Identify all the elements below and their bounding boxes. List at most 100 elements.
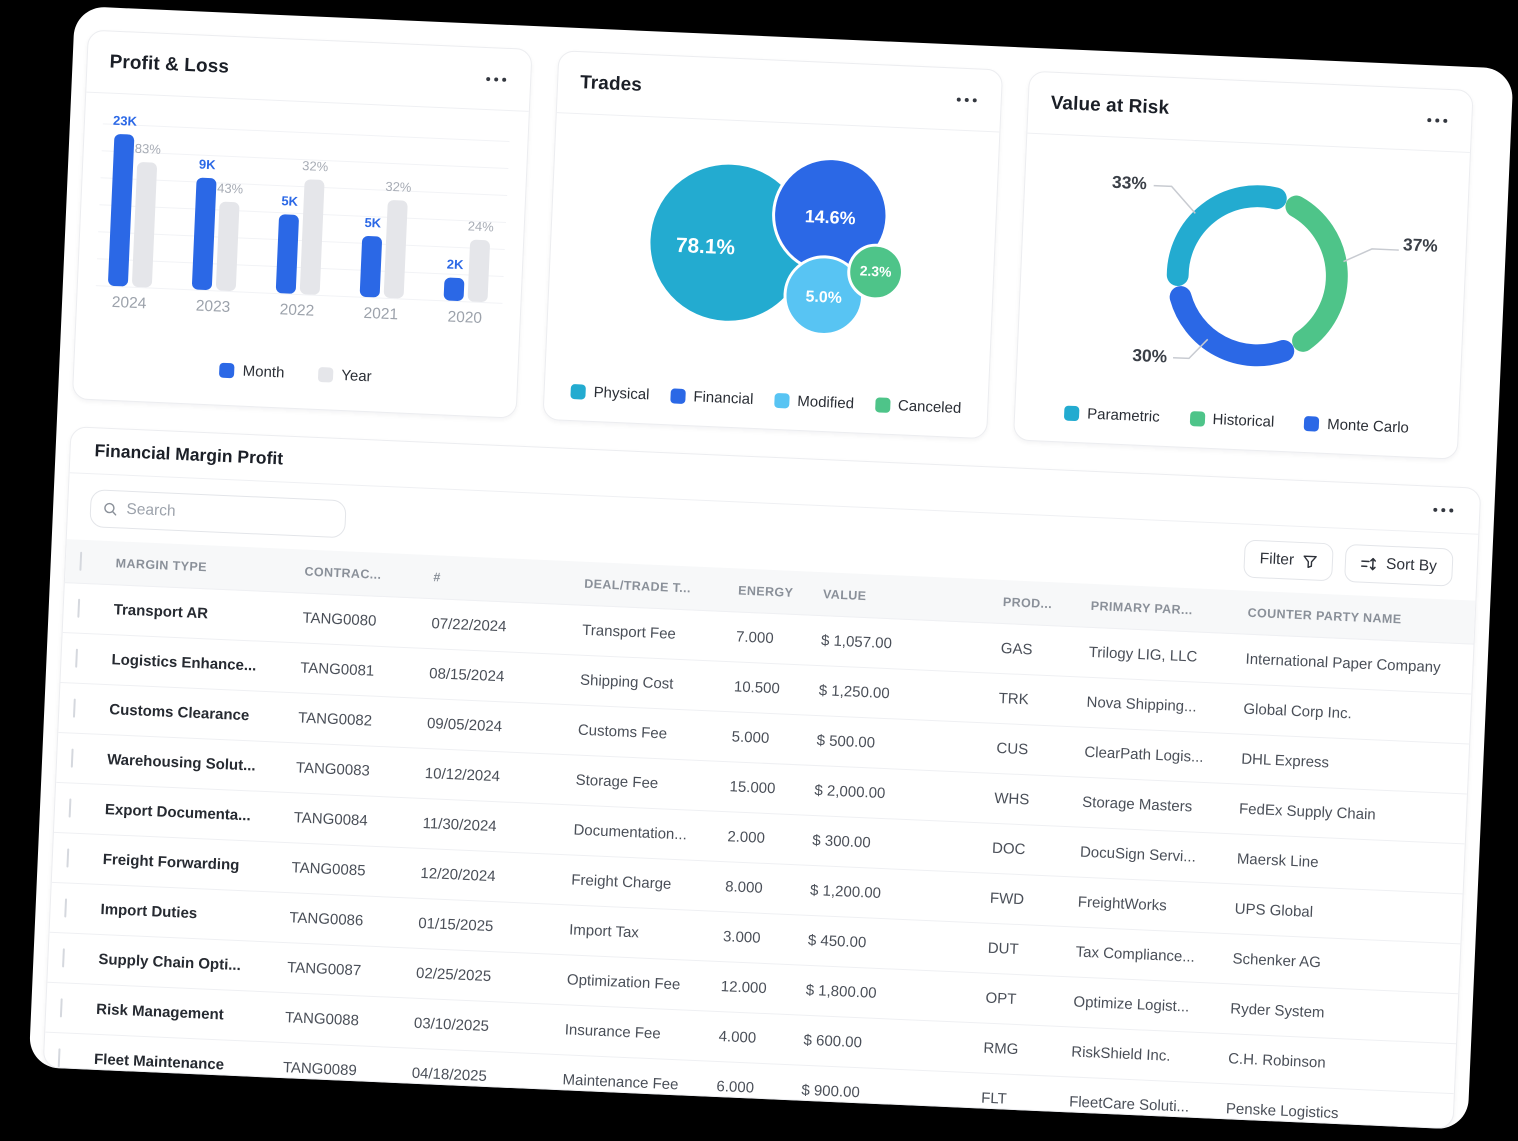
- cell-deal: Insurance Fee: [564, 1021, 661, 1043]
- cell-energy: 2.000: [727, 828, 766, 847]
- row-checkbox-cell: [48, 947, 93, 968]
- row-checkbox[interactable]: [57, 1047, 61, 1067]
- bar-month-2022: [275, 214, 300, 294]
- cell-energy: 10.500: [733, 678, 781, 698]
- cell-prod: GAS: [1000, 640, 1033, 659]
- cell-energy: 12.000: [720, 978, 768, 998]
- cell-margin_type: Import Duties: [100, 900, 198, 923]
- legend-label: Physical: [593, 383, 650, 404]
- bar-year-2020: [467, 239, 491, 303]
- row-checkbox[interactable]: [64, 897, 68, 917]
- x-axis-label: 2023: [195, 297, 231, 317]
- bar-year-2022: [299, 179, 325, 295]
- sort-button[interactable]: Sort By: [1344, 543, 1454, 587]
- cell-counter: UPS Global: [1234, 900, 1314, 921]
- cell-value: $ 1,057.00: [820, 632, 893, 653]
- cell-energy: 4.000: [718, 1028, 757, 1047]
- row-checkbox[interactable]: [75, 648, 78, 668]
- bar-year-2024: [131, 161, 158, 288]
- cell-margin_type: Supply Chain Opti...: [98, 950, 242, 975]
- cell-prod: RMG: [983, 1039, 1019, 1059]
- cell-deal: Import Tax: [568, 921, 640, 942]
- cell-primary: FreightWorks: [1077, 893, 1168, 915]
- cell-counter: FedEx Supply Chain: [1238, 800, 1377, 824]
- x-axis-label: 2020: [447, 308, 483, 328]
- legend-chip-icon: [1063, 405, 1080, 422]
- row-checkbox-cell: [46, 997, 91, 1018]
- donut-segment-monte-carlo: [1169, 286, 1295, 367]
- row-checkbox[interactable]: [68, 798, 72, 818]
- cell-margin_type: Export Documenta...: [104, 801, 252, 825]
- cell-num: 04/18/2025: [411, 1064, 488, 1085]
- cell-prod: CUS: [996, 739, 1029, 759]
- row-checkbox-cell: [44, 1047, 89, 1068]
- legend-item-physical: Physical: [570, 383, 650, 403]
- row-checkbox-cell: [63, 598, 108, 619]
- cell-primary: ClearPath Logis...: [1084, 743, 1204, 766]
- column-header-counter: COUNTER PARTY NAME: [1247, 605, 1402, 627]
- bar-year-value-label: 32%: [385, 178, 412, 195]
- cell-value: $ 500.00: [816, 732, 876, 752]
- cell-primary: Storage Masters: [1081, 793, 1193, 816]
- cell-value: $ 2,000.00: [814, 782, 886, 803]
- row-checkbox-cell: [52, 847, 97, 868]
- row-checkbox[interactable]: [70, 748, 74, 768]
- bubble-value-label: 78.1%: [675, 234, 736, 260]
- bar-month-2021: [359, 235, 383, 298]
- legend-item-financial: Financial: [670, 387, 754, 408]
- cell-counter: Ryder System: [1229, 1000, 1325, 1022]
- cell-deal: Shipping Cost: [579, 671, 674, 693]
- cell-margin_type: Customs Clearance: [108, 701, 250, 725]
- legend-item-modified: Modified: [774, 392, 854, 412]
- cell-num: 12/20/2024: [420, 864, 496, 886]
- row-checkbox[interactable]: [72, 698, 76, 718]
- table-title: Financial Margin Profit: [94, 440, 284, 469]
- cell-counter: C.H. Robinson: [1227, 1050, 1326, 1072]
- bar-month-value-label: 23K: [112, 112, 138, 129]
- select-all-checkbox[interactable]: [79, 551, 83, 571]
- cell-value: $ 450.00: [807, 931, 867, 952]
- cell-prod: WHS: [993, 789, 1030, 809]
- legend-chip-icon: [318, 366, 334, 383]
- column-header-value: VALUE: [822, 587, 867, 604]
- x-axis-label: 2022: [279, 301, 315, 320]
- cell-energy: 6.000: [716, 1078, 755, 1097]
- search-box[interactable]: [89, 489, 347, 539]
- ellipsis-icon[interactable]: [1431, 501, 1456, 518]
- cell-value: $ 1,200.00: [809, 881, 882, 902]
- row-checkbox[interactable]: [59, 997, 63, 1017]
- row-checkbox[interactable]: [66, 847, 70, 868]
- cell-contract: TANG0080: [302, 609, 377, 630]
- cell-deal: Maintenance Fee: [562, 1071, 679, 1094]
- cell-contract: TANG0089: [282, 1059, 358, 1080]
- donut-segment-historical: [1285, 195, 1348, 352]
- cell-deal: Transport Fee: [581, 621, 677, 643]
- bar-month-2020: [443, 277, 465, 302]
- legend-label: Monte Carlo: [1326, 416, 1410, 437]
- sort-icon: [1361, 557, 1377, 571]
- cell-counter: Global Corp Inc.: [1243, 700, 1353, 723]
- row-checkbox[interactable]: [62, 947, 65, 967]
- row-checkbox[interactable]: [77, 598, 81, 618]
- search-input[interactable]: [126, 500, 334, 528]
- cell-margin_type: Freight Forwarding: [102, 851, 240, 874]
- donut-segment-parametric: [1166, 185, 1287, 287]
- column-header-num: #: [433, 570, 442, 585]
- legend-label: Year: [340, 366, 372, 386]
- donut-percent-label: 37%: [1403, 234, 1439, 255]
- legend-label: Modified: [796, 392, 855, 413]
- bar-month-value-label: 5K: [364, 214, 382, 231]
- bar-month-2024: [107, 133, 135, 287]
- toolbar-buttons: Filter Sort By: [1242, 539, 1454, 587]
- cell-contract: TANG0083: [295, 759, 371, 780]
- cell-margin_type: Warehousing Solut...: [106, 751, 256, 775]
- cell-counter: Schenker AG: [1232, 950, 1322, 972]
- cell-energy: 15.000: [729, 778, 776, 798]
- filter-button[interactable]: Filter: [1242, 539, 1334, 582]
- donut-percent-label: 33%: [1112, 172, 1148, 193]
- donut-leader-line: [1173, 338, 1209, 360]
- row-checkbox-cell: [59, 698, 104, 718]
- filter-button-label: Filter: [1259, 550, 1295, 569]
- legend-chip-icon: [874, 397, 891, 413]
- cell-prod: FLT: [980, 1089, 1008, 1108]
